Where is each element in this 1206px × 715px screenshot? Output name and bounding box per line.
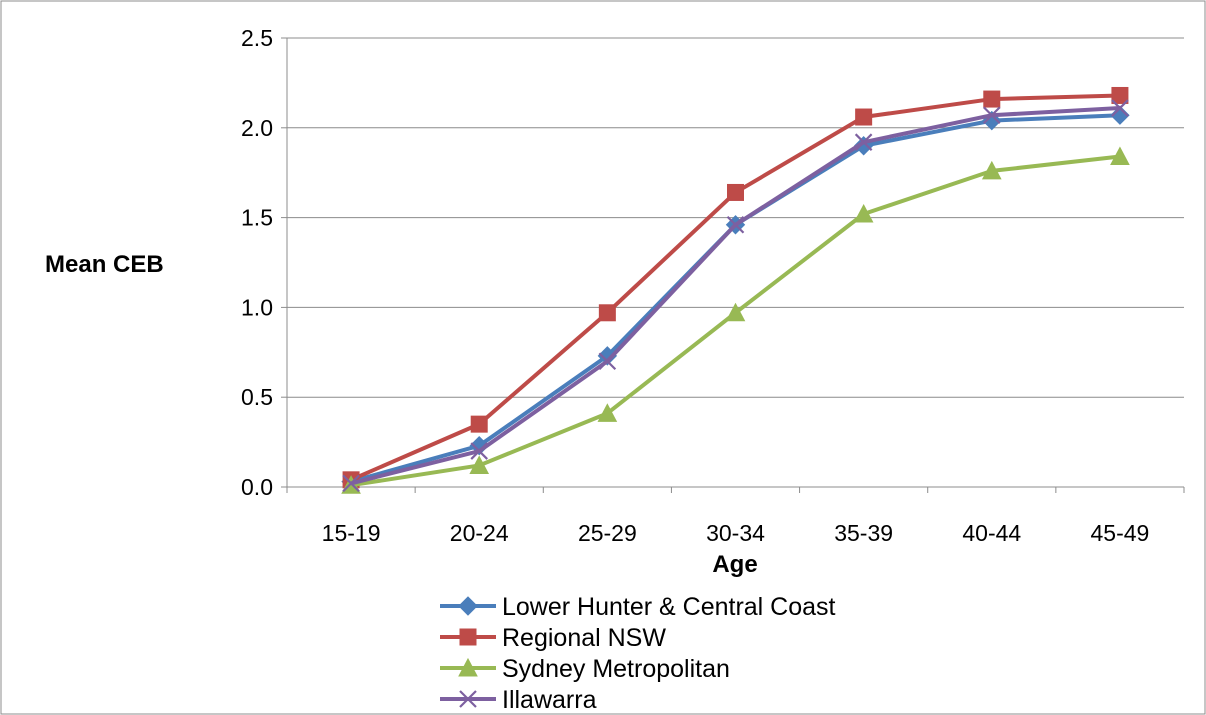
data-point-regional-nsw bbox=[1111, 86, 1129, 104]
x-axis-title: Age bbox=[712, 551, 757, 578]
data-point-sydney-metropolitan bbox=[597, 403, 618, 422]
legend-label: Regional NSW bbox=[502, 624, 666, 652]
data-point-regional-nsw bbox=[983, 90, 1001, 108]
data-point-illawarra bbox=[598, 352, 617, 371]
series-lines bbox=[341, 86, 1130, 494]
data-point-regional-nsw bbox=[855, 108, 873, 126]
legend-entry: Sydney Metropolitan bbox=[440, 655, 730, 683]
y-tick-label: 2.0 bbox=[241, 115, 273, 141]
data-point-sydney-metropolitan bbox=[981, 160, 1002, 180]
legend-marker bbox=[459, 690, 477, 708]
data-point-sydney-metropolitan bbox=[1110, 146, 1130, 166]
legend: Lower Hunter & Central Coast Regional NSW… bbox=[440, 593, 836, 714]
data-point-regional-nsw bbox=[470, 415, 488, 433]
data-point-illawarra bbox=[342, 474, 360, 493]
axes: 0.0 0.5 1.0 1.5 2.0 2.5 15-19 20-24 25-29 30-34 35… bbox=[241, 25, 1185, 546]
data-point-sydney-metropolitan bbox=[469, 455, 490, 474]
x-tick-label: 25-29 bbox=[578, 520, 637, 546]
x-tick-label: 45-49 bbox=[1091, 520, 1150, 546]
legend-label: Sydney Metropolitan bbox=[502, 655, 730, 683]
legend-entry: Regional NSW bbox=[440, 624, 666, 652]
data-point-sydney-metropolitan bbox=[725, 302, 746, 322]
legend-marker bbox=[458, 657, 478, 677]
y-tick-label: 2.5 bbox=[241, 25, 273, 51]
y-axis-title: Mean CEB bbox=[45, 251, 164, 278]
y-tick-label: 1.5 bbox=[241, 205, 273, 231]
legend-entry: Lower Hunter & Central Coast bbox=[440, 593, 836, 621]
x-tick-label: 30-34 bbox=[706, 520, 765, 546]
y-tick-label: 1.0 bbox=[241, 294, 273, 320]
data-point-lower-hunter-central-coast bbox=[1110, 105, 1130, 125]
legend-marker bbox=[459, 628, 477, 646]
x-tick-label: 40-44 bbox=[962, 520, 1021, 546]
series-illawarra bbox=[342, 99, 1129, 493]
x-tick-label: 35-39 bbox=[834, 520, 893, 546]
data-point-sydney-metropolitan bbox=[853, 203, 874, 223]
data-point-illawarra bbox=[470, 442, 488, 460]
data-point-illawarra bbox=[726, 216, 745, 234]
x-tick-label: 15-19 bbox=[322, 520, 381, 546]
legend-marker bbox=[458, 596, 478, 616]
series-regional-nsw bbox=[342, 86, 1129, 489]
y-tick-label: 0.0 bbox=[241, 474, 273, 500]
data-point-illawarra bbox=[1111, 99, 1129, 117]
y-tick-label: 0.5 bbox=[241, 384, 273, 410]
legend-entry: Illawarra bbox=[440, 686, 597, 714]
legend-label: Lower Hunter & Central Coast bbox=[502, 593, 836, 621]
data-point-regional-nsw bbox=[727, 183, 744, 201]
data-point-regional-nsw bbox=[598, 304, 616, 322]
legend-label: Illawarra bbox=[502, 686, 597, 714]
data-point-illawarra bbox=[854, 133, 873, 151]
data-point-illawarra bbox=[983, 106, 1001, 125]
x-tick-label: 20-24 bbox=[450, 520, 509, 546]
series-sydney-metropolitan bbox=[341, 146, 1130, 494]
